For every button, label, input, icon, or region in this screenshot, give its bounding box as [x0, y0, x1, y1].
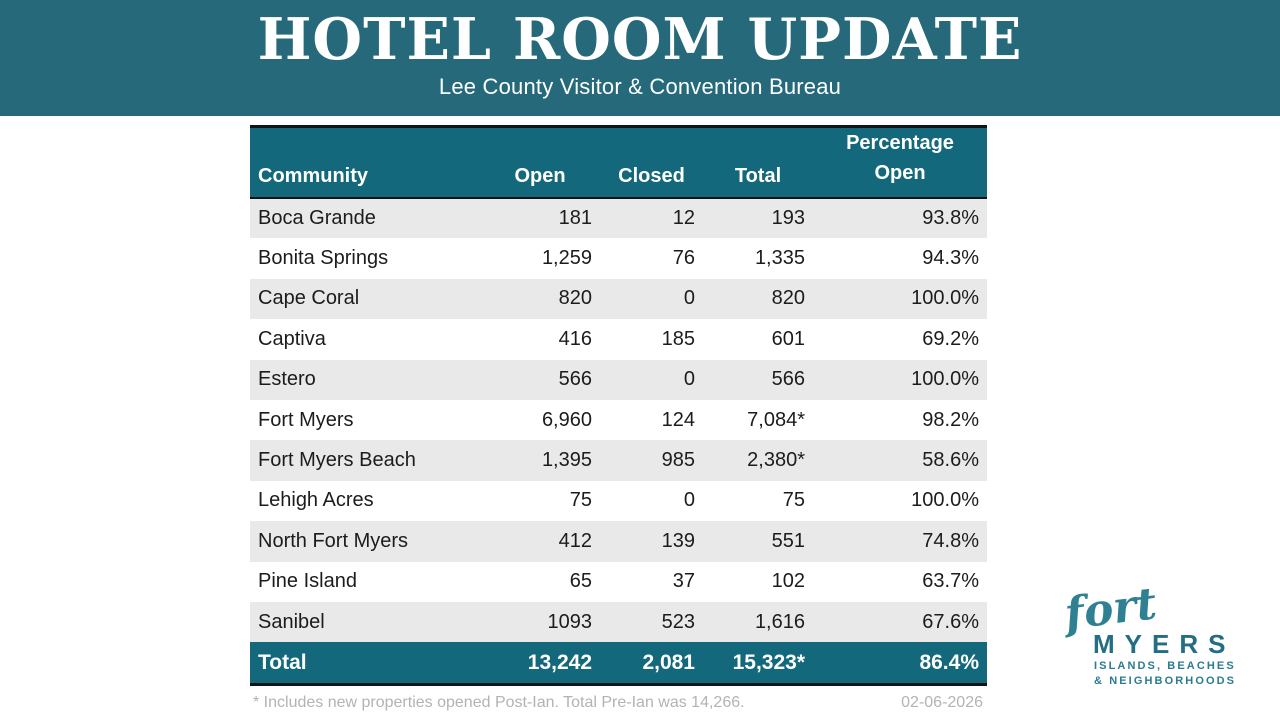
table-row: Boca Grande 181 12 193 93.8% [250, 198, 987, 239]
cell-community: Cape Coral [250, 278, 480, 320]
cell-open: 6,960 [480, 399, 600, 441]
cell-closed: 12 [600, 198, 703, 239]
cell-closed: 37 [600, 561, 703, 602]
logo-script-fort: fort [1062, 578, 1160, 640]
cell-percentage: 93.8% [813, 198, 987, 239]
cell-percentage: 69.2% [813, 319, 987, 360]
col-header-open: Open [480, 126, 600, 199]
table-row: Estero 566 0 566 100.0% [250, 359, 987, 400]
cell-percentage: 74.8% [813, 521, 987, 562]
footnote-text: * Includes new properties opened Post-Ia… [253, 694, 745, 711]
cell-closed: 124 [600, 399, 703, 441]
cell-percentage: 100.0% [813, 480, 987, 522]
page-subtitle: Lee County Visitor & Convention Bureau [438, 74, 842, 99]
cell-total-closed: 2,081 [600, 642, 703, 685]
cell-total: 551 [703, 521, 813, 562]
cell-closed: 185 [600, 319, 703, 360]
table-row: North Fort Myers 412 139 551 74.8% [250, 521, 987, 562]
cell-closed: 523 [600, 601, 703, 643]
cell-total-total: 15,323* [703, 642, 813, 685]
cell-percentage: 94.3% [813, 238, 987, 279]
cell-open: 1093 [480, 601, 600, 643]
cell-percentage: 100.0% [813, 278, 987, 320]
table-row: Fort Myers 6,960 124 7,084* 98.2% [250, 399, 987, 441]
cell-percentage: 67.6% [813, 601, 987, 643]
table-header-row: Community Open Closed Total Percentage O… [250, 126, 987, 199]
cell-total: 7,084* [703, 399, 813, 441]
cell-closed: 0 [600, 278, 703, 320]
cell-open: 1,395 [480, 440, 600, 481]
cell-total: 102 [703, 561, 813, 602]
logo-tagline-line1: ISLANDS, BEACHES [1094, 660, 1236, 672]
cell-open: 412 [480, 521, 600, 562]
table-row: Bonita Springs 1,259 76 1,335 94.3% [250, 238, 987, 279]
cell-community: Bonita Springs [250, 238, 480, 279]
cell-total: 601 [703, 319, 813, 360]
cell-total: 1,616 [703, 601, 813, 643]
footer-row: * Includes new properties opened Post-Ia… [250, 694, 987, 712]
cell-community: Captiva [250, 319, 480, 360]
cell-total-percentage: 86.4% [813, 642, 987, 685]
cell-community: Estero [250, 359, 480, 400]
cell-total: 193 [703, 198, 813, 239]
table-row: Pine Island 65 37 102 63.7% [250, 561, 987, 602]
cell-total-open: 13,242 [480, 642, 600, 685]
cell-open: 65 [480, 561, 600, 602]
cell-percentage: 58.6% [813, 440, 987, 481]
table-row: Cape Coral 820 0 820 100.0% [250, 278, 987, 320]
cell-total: 2,380* [703, 440, 813, 481]
fort-myers-logo: fort MYERS ISLANDS, BEACHES & NEIGHBORHO… [1060, 578, 1260, 687]
cell-community: Lehigh Acres [250, 480, 480, 522]
cell-total: 1,335 [703, 238, 813, 279]
col-header-total: Total [703, 126, 813, 199]
cell-open: 1,259 [480, 238, 600, 279]
table-row: Fort Myers Beach 1,395 985 2,380* 58.6% [250, 440, 987, 481]
logo-tagline-line2: & NEIGHBORHOODS [1094, 675, 1237, 687]
cell-community: Fort Myers [250, 399, 480, 441]
table-row: Captiva 416 185 601 69.2% [250, 319, 987, 360]
cell-open: 416 [480, 319, 600, 360]
table-row: Lehigh Acres 75 0 75 100.0% [250, 480, 987, 522]
cell-total: 75 [703, 480, 813, 522]
cell-community: Fort Myers Beach [250, 440, 480, 481]
table-total-row: Total 13,242 2,081 15,323* 86.4% [250, 642, 987, 685]
cell-community: Pine Island [250, 561, 480, 602]
cell-community: Boca Grande [250, 198, 480, 239]
date-label: 02-06-2026 [901, 694, 983, 711]
page-title: HOTEL ROOM UPDATE [257, 6, 1023, 73]
cell-total: 820 [703, 278, 813, 320]
table-row: Sanibel 1093 523 1,616 67.6% [250, 601, 987, 643]
cell-closed: 76 [600, 238, 703, 279]
col-header-community: Community [250, 126, 480, 199]
cell-closed: 139 [600, 521, 703, 562]
cell-total: 566 [703, 359, 813, 400]
cell-total-label: Total [250, 642, 480, 685]
col-header-closed: Closed [600, 126, 703, 199]
cell-closed: 985 [600, 440, 703, 481]
header-banner: HOTEL ROOM UPDATE Lee County Visitor & C… [0, 0, 1280, 116]
hotel-room-table: Community Open Closed Total Percentage O… [250, 125, 987, 686]
cell-open: 820 [480, 278, 600, 320]
cell-closed: 0 [600, 480, 703, 522]
logo-wordmark-myers: MYERS [1093, 629, 1236, 659]
cell-open: 181 [480, 198, 600, 239]
cell-percentage: 100.0% [813, 359, 987, 400]
cell-percentage: 98.2% [813, 399, 987, 441]
cell-open: 566 [480, 359, 600, 400]
cell-open: 75 [480, 480, 600, 522]
cell-community: North Fort Myers [250, 521, 480, 562]
cell-community: Sanibel [250, 601, 480, 643]
col-header-percentage-open: Percentage Open [813, 126, 987, 199]
cell-percentage: 63.7% [813, 561, 987, 602]
cell-closed: 0 [600, 359, 703, 400]
